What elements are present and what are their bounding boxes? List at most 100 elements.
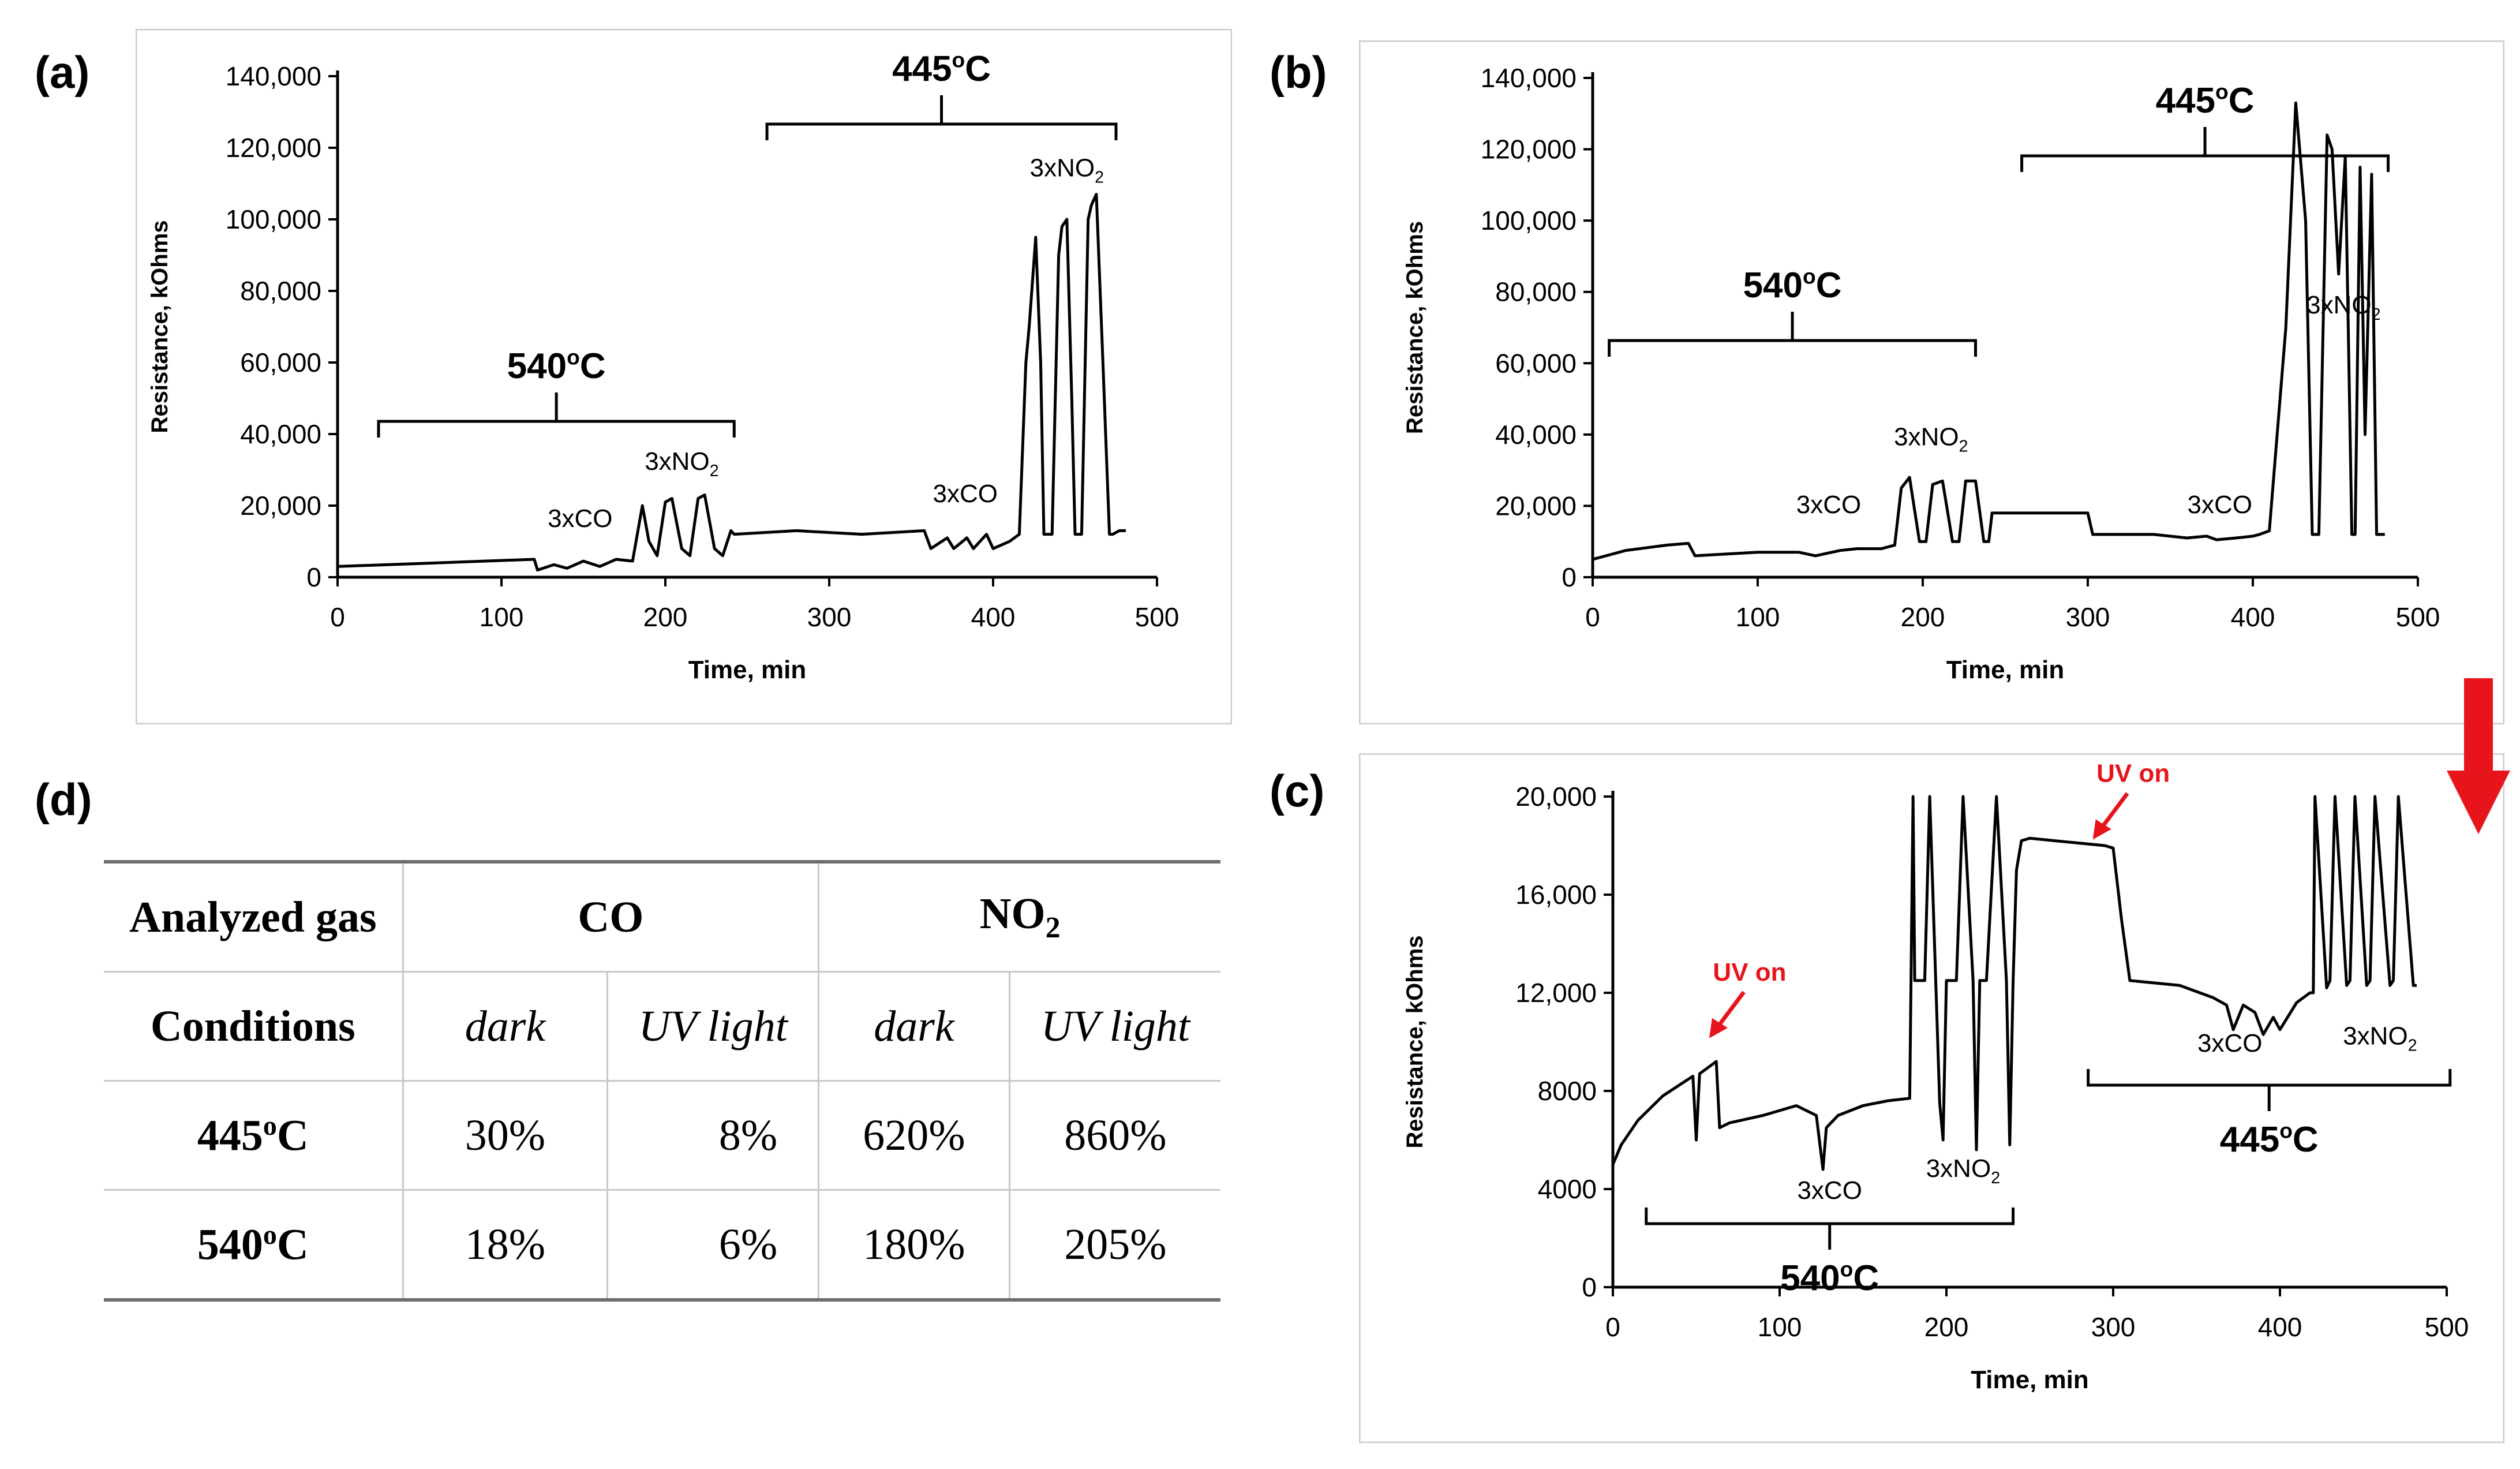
- series-line: [337, 193, 1126, 572]
- gas-pulse-label: 3xCO: [933, 480, 997, 508]
- uv-on-arrowhead: [1709, 1018, 1728, 1038]
- x-axis-label: Time, min: [1946, 656, 2065, 684]
- x-tick-label: 400: [2231, 602, 2275, 632]
- cell-co-uv: 8%: [606, 1080, 820, 1191]
- y-tick-label: 20,000: [1515, 782, 1597, 812]
- y-tick-label: 80,000: [1495, 277, 1577, 307]
- table-row: 445oC 30% 8% 620% 860%: [104, 1080, 1220, 1191]
- uv-on-label: UV on: [1713, 958, 1786, 986]
- uv-on-arrow: [1716, 990, 1746, 1028]
- chart-b-frame: [1359, 40, 2504, 724]
- uv-on-arrowhead: [2092, 819, 2111, 840]
- y-tick-label: 8000: [1538, 1076, 1597, 1106]
- header-co: CO: [402, 860, 820, 973]
- row-condition-540: 540oC: [104, 1189, 404, 1302]
- y-tick-label: 20,000: [240, 491, 321, 521]
- y-tick-label: 0: [1582, 1272, 1597, 1302]
- y-tick-label: 140,000: [1481, 63, 1577, 93]
- y-tick-label: 40,000: [240, 419, 321, 449]
- gas-pulse-label: 3xCO: [1796, 491, 1861, 519]
- chart-b: 0 20,000 40,000 60,000 80,000 100,000 120,000 1…: [1359, 40, 2504, 724]
- gas-pulse-label: 3xNO2: [1926, 1154, 2000, 1187]
- y-tick-label: 60,000: [1495, 348, 1577, 378]
- chart-a-frame: [136, 29, 1232, 724]
- x-tick-label: 300: [807, 602, 852, 632]
- header-co-uv: UV light: [606, 971, 820, 1082]
- gas-pulse-label: 3xNO2: [1894, 423, 1968, 455]
- x-tick-label: 500: [2425, 1312, 2469, 1342]
- y-tick-label: 100,000: [1481, 205, 1577, 236]
- temperature-bracket: [1645, 1208, 2015, 1225]
- x-tick-label: 100: [1758, 1312, 1802, 1342]
- y-tick-label: 120,000: [1481, 134, 1577, 165]
- x-tick-label: 100: [1736, 602, 1780, 632]
- table-row: 540oC 18% 6% 180% 205%: [104, 1189, 1220, 1302]
- x-axis-label: Time, min: [688, 656, 807, 684]
- uv-on-arrow: [2099, 792, 2129, 829]
- cell-co-dark: 30%: [402, 1080, 609, 1191]
- temperature-bracket: [2087, 1069, 2452, 1087]
- gas-pulse-label: 3xNO2: [1030, 154, 1104, 187]
- y-tick-label: 16,000: [1515, 880, 1597, 910]
- y-axis-label: Resistance, kOhms: [1402, 221, 1428, 434]
- temperature-label: 445oC: [892, 47, 991, 89]
- temperature-label: 540oC: [507, 345, 606, 386]
- table-header-row-gas: Analyzed gas CO NO2: [104, 860, 1220, 973]
- series-line: [1592, 101, 2385, 561]
- temperature-bracket: [1608, 339, 1978, 357]
- gas-pulse-label: 3xCO: [548, 504, 612, 533]
- y-tick-label: 0: [306, 562, 321, 592]
- x-tick-label: 200: [1901, 602, 1945, 632]
- down-arrow-icon: [2447, 678, 2510, 834]
- x-tick-label: 500: [2396, 602, 2440, 632]
- header-conditions: Conditions: [104, 971, 404, 1082]
- x-tick-label: 300: [2091, 1312, 2136, 1342]
- header-no2-dark: dark: [818, 971, 1010, 1082]
- results-table: Analyzed gas CO NO2 Conditions dark UV l…: [104, 860, 1220, 1302]
- panel-label-a: (a): [35, 47, 90, 98]
- gas-pulse-label: 3xNO2: [2306, 291, 2380, 324]
- temperature-bracket: [765, 122, 1118, 140]
- x-tick-label: 0: [330, 602, 345, 632]
- header-analyzed-gas: Analyzed gas: [104, 860, 404, 973]
- temperature-label: 540oC: [1780, 1257, 1879, 1298]
- x-tick-label: 200: [1924, 1312, 1969, 1342]
- x-tick-label: 100: [480, 602, 524, 632]
- uv-on-label: UV on: [2096, 760, 2170, 788]
- y-tick-label: 60,000: [240, 347, 321, 377]
- y-tick-label: 80,000: [240, 276, 321, 306]
- cell-no2-dark: 620%: [818, 1080, 1010, 1191]
- x-tick-label: 0: [1605, 1312, 1620, 1342]
- y-tick-label: 4000: [1538, 1174, 1597, 1204]
- header-no2-uv: UV light: [1008, 971, 1220, 1082]
- cell-no2-dark: 180%: [818, 1189, 1010, 1302]
- chart-c-frame: [1359, 753, 2504, 1443]
- gas-pulse-label: 3xNO2: [2343, 1022, 2417, 1055]
- temperature-bracket: [377, 420, 736, 438]
- panel-label-b: (b): [1270, 47, 1327, 98]
- y-tick-label: 12,000: [1515, 978, 1597, 1008]
- x-tick-label: 0: [1585, 602, 1600, 632]
- cell-co-uv: 6%: [606, 1189, 820, 1302]
- x-axis-label: Time, min: [1971, 1366, 2089, 1394]
- y-tick-label: 40,000: [1495, 420, 1577, 450]
- panel-label-c: (c): [1270, 765, 1325, 816]
- y-tick-label: 100,000: [226, 204, 321, 234]
- temperature-label: 445oC: [2156, 79, 2255, 121]
- gas-pulse-label: 3xNO2: [645, 447, 718, 480]
- x-tick-label: 300: [2066, 602, 2110, 632]
- cell-co-dark: 18%: [402, 1189, 609, 1302]
- x-tick-label: 500: [1135, 602, 1180, 632]
- y-tick-label: 120,000: [226, 133, 321, 163]
- row-condition-445: 445oC: [104, 1080, 404, 1191]
- chart-a: 0 20,000 40,000 60,000 80,000 100,000 120,000 1…: [136, 29, 1232, 724]
- gas-pulse-label: 3xCO: [1797, 1176, 1862, 1205]
- header-no2: NO2: [818, 860, 1220, 973]
- cell-no2-uv: 860%: [1008, 1080, 1220, 1191]
- temperature-label: 445oC: [2220, 1118, 2319, 1160]
- table-header-row-conditions: Conditions dark UV light dark UV light: [104, 971, 1220, 1082]
- panel-label-d: (d): [35, 774, 92, 825]
- y-tick-label: 20,000: [1495, 491, 1577, 521]
- chart-c: 0 4000 8000 12,000 16,000 20,000 0 100 200 300 400…: [1359, 753, 2504, 1443]
- gas-pulse-label: 3xCO: [2197, 1029, 2262, 1057]
